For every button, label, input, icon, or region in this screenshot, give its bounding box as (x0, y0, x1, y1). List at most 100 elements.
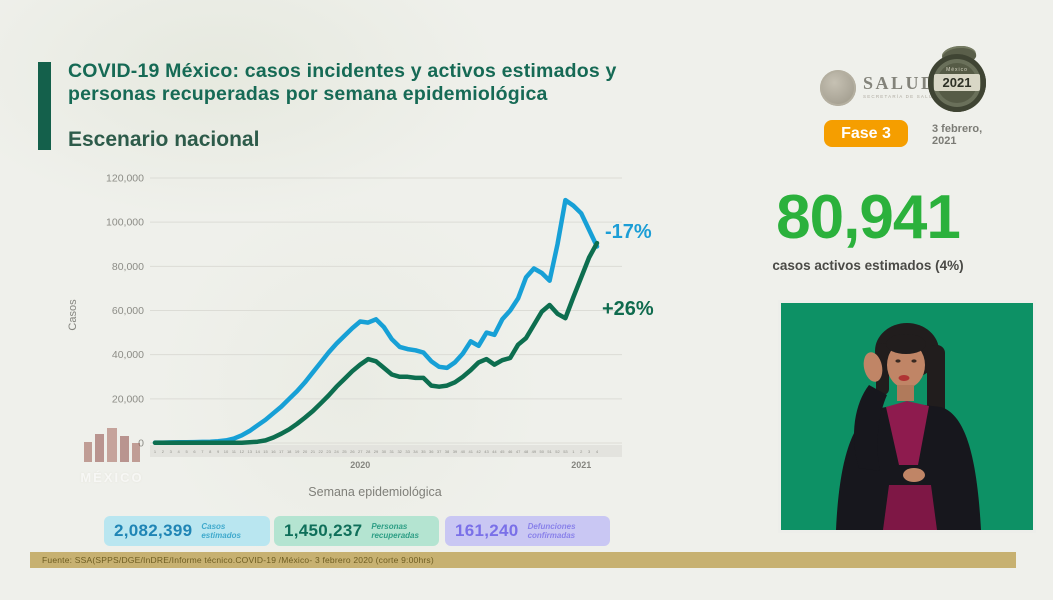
svg-text:23: 23 (326, 449, 331, 454)
svg-text:Semana epidemiológica: Semana epidemiológica (308, 485, 441, 499)
mexico-2021-emblem-icon: México 2021 (928, 43, 990, 112)
svg-text:80,000: 80,000 (112, 261, 144, 273)
svg-text:1: 1 (154, 449, 157, 454)
title-line1: COVID-19 México: casos incidentes y acti… (68, 60, 617, 82)
stat-value: 1,450,237 (284, 521, 363, 540)
svg-text:15: 15 (263, 449, 268, 454)
interpreter-figure (836, 323, 981, 530)
svg-text:40: 40 (461, 449, 466, 454)
svg-text:17: 17 (279, 449, 284, 454)
stat-label: Defunciones confirmadas (527, 522, 576, 540)
svg-text:2020: 2020 (350, 460, 370, 470)
svg-text:22: 22 (319, 449, 324, 454)
svg-text:20,000: 20,000 (112, 393, 144, 405)
summary-stats-row: 2,082,399 Casos estimados 1,450,237 Perso… (0, 516, 760, 546)
watermark-label: MÉXICO (80, 470, 144, 485)
svg-text:100,000: 100,000 (106, 217, 144, 229)
svg-text:2021: 2021 (571, 460, 591, 470)
active-cases-kpi-caption: casos activos estimados (4%) (772, 258, 964, 273)
svg-text:38: 38 (445, 449, 450, 454)
svg-text:3: 3 (588, 449, 591, 454)
svg-text:10: 10 (224, 449, 229, 454)
gobierno-de-mexico-watermark: MÉXICO (72, 420, 152, 498)
stat-label: Casos estimados (201, 522, 241, 540)
phase-badge: Fase 3 (824, 120, 908, 147)
svg-text:4: 4 (178, 449, 181, 454)
svg-text:-17%: -17% (605, 221, 652, 243)
svg-text:16: 16 (271, 449, 276, 454)
svg-text:44: 44 (492, 449, 497, 454)
active-cases-kpi-value: 80,941 (776, 183, 961, 252)
svg-text:11: 11 (232, 449, 237, 454)
svg-text:20: 20 (303, 449, 308, 454)
svg-text:3: 3 (170, 449, 173, 454)
svg-text:21: 21 (311, 449, 316, 454)
svg-text:41: 41 (468, 449, 473, 454)
svg-text:33: 33 (405, 449, 410, 454)
chart-canvas: 020,00040,00060,00080,000100,000120,0001… (67, 173, 654, 500)
stat-value: 161,240 (455, 521, 519, 540)
svg-text:2: 2 (162, 449, 165, 454)
emblem-year-label: 2021 (934, 74, 980, 91)
svg-text:7: 7 (201, 449, 204, 454)
svg-text:13: 13 (247, 449, 252, 454)
svg-text:47: 47 (516, 449, 521, 454)
svg-text:42: 42 (476, 449, 481, 454)
stat-value: 2,082,399 (114, 521, 193, 540)
title-accent-bar (38, 62, 51, 150)
svg-text:12: 12 (240, 449, 245, 454)
svg-text:8: 8 (209, 449, 212, 454)
svg-text:45: 45 (500, 449, 505, 454)
mexico-skyline-icon (80, 428, 144, 462)
svg-text:5: 5 (185, 449, 188, 454)
svg-text:1: 1 (572, 449, 575, 454)
svg-text:9: 9 (217, 449, 220, 454)
stat-label: Personas recuperadas (371, 522, 419, 540)
source-footer: Fuente: SSA(SPPS/DGE/InDRE/Informe técni… (30, 552, 1016, 568)
svg-text:25: 25 (342, 449, 347, 454)
svg-text:2: 2 (580, 449, 583, 454)
sign-language-interpreter-video (778, 300, 1036, 533)
date-line2: 2021 (932, 135, 957, 147)
svg-text:+26%: +26% (602, 298, 654, 320)
svg-text:14: 14 (255, 449, 260, 454)
salud-sublabel: SECRETARÍA DE SALUD (863, 94, 938, 99)
svg-text:26: 26 (350, 449, 355, 454)
svg-text:28: 28 (366, 449, 371, 454)
svg-text:27: 27 (358, 449, 363, 454)
svg-text:46: 46 (508, 449, 513, 454)
svg-text:120,000: 120,000 (106, 173, 144, 185)
title-line2: personas recuperadas por semana epidemio… (68, 83, 548, 105)
svg-text:48: 48 (524, 449, 529, 454)
svg-text:50: 50 (540, 449, 545, 454)
epidemic-curve-chart: 020,00040,00060,00080,000100,000120,0001… (60, 165, 700, 510)
salud-logo: SALUD SECRETARÍA DE SALUD (820, 70, 938, 106)
svg-text:40,000: 40,000 (112, 349, 144, 361)
svg-text:36: 36 (429, 449, 434, 454)
slide-title: COVID-19 México: casos incidentes y acti… (68, 60, 728, 106)
svg-text:18: 18 (287, 449, 292, 454)
stat-pill-casos-estimados: 2,082,399 Casos estimados (104, 516, 270, 546)
source-text: Fuente: SSA(SPPS/DGE/InDRE/Informe técni… (42, 555, 434, 565)
svg-text:51: 51 (547, 449, 552, 454)
svg-text:Casos: Casos (67, 299, 79, 331)
slide-subtitle: Escenario nacional (68, 128, 260, 151)
svg-text:4: 4 (596, 449, 599, 454)
svg-text:60,000: 60,000 (112, 305, 144, 317)
stat-pill-personas-recuperadas: 1,450,237 Personas recuperadas (274, 516, 439, 546)
date-label: 3 febrero, 2021 (932, 123, 982, 147)
svg-text:31: 31 (390, 449, 395, 454)
svg-text:30: 30 (382, 449, 387, 454)
svg-text:29: 29 (374, 449, 379, 454)
svg-text:52: 52 (555, 449, 560, 454)
svg-text:49: 49 (532, 449, 537, 454)
salud-wordmark: SALUD (863, 73, 937, 93)
date-line1: 3 febrero, (932, 123, 983, 135)
government-seal-icon (820, 70, 856, 106)
svg-text:19: 19 (295, 449, 300, 454)
svg-text:39: 39 (453, 449, 458, 454)
svg-text:37: 37 (437, 449, 442, 454)
svg-text:34: 34 (413, 449, 418, 454)
emblem-top-label: México (946, 67, 968, 73)
